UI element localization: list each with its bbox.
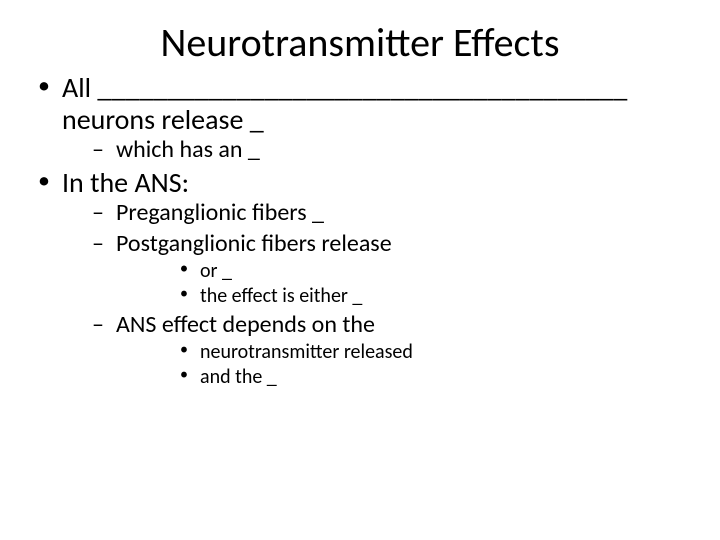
slide-title: Neurotransmitter Effects: [0, 18, 720, 67]
bullet-text: neurons release _: [62, 102, 264, 137]
bullet-text: and the _: [200, 365, 277, 389]
bullet-text: Preganglionic fibers _: [116, 198, 324, 227]
slide-body: All ____________________________________…: [36, 72, 690, 392]
bullet-list-lvl3: or _ the effect is either _: [116, 259, 690, 309]
bullet-and-the: and the _: [116, 365, 690, 390]
bullet-text: Postganglionic fibers release: [116, 229, 392, 258]
bullet-list-lvl2: Preganglionic fibers _ Postganglionic fi…: [62, 199, 690, 389]
bullet-in-ans: In the ANS: Preganglionic fibers _ Postg…: [36, 167, 690, 390]
bullet-all-neurons: All ____________________________________…: [36, 72, 690, 165]
bullet-or: or _: [116, 259, 690, 284]
bullet-text: In the ANS:: [62, 165, 189, 200]
bullet-text: neurotransmitter released: [200, 340, 413, 364]
bullet-text: which has an _: [116, 135, 260, 164]
bullet-text: or _: [200, 259, 232, 283]
bullet-neurotransmitter-released: neurotransmitter released: [116, 340, 690, 365]
bullet-list-lvl2: which has an _: [62, 136, 690, 165]
bullet-text: ANS effect depends on the: [116, 310, 375, 339]
bullet-preganglionic: Preganglionic fibers _: [62, 199, 690, 228]
bullet-text: the effect is either _: [200, 284, 362, 308]
bullet-list-lvl3: neurotransmitter released and the _: [116, 340, 690, 390]
slide: Neurotransmitter Effects All ___________…: [0, 0, 720, 540]
bullet-list-lvl1: All ____________________________________…: [36, 72, 690, 390]
bullet-postganglionic: Postganglionic fibers release or _ the e…: [62, 230, 690, 309]
bullet-ans-effect: ANS effect depends on the neurotransmitt…: [62, 311, 690, 390]
bullet-effect-either: the effect is either _: [116, 284, 690, 309]
bullet-which-has: which has an _: [62, 136, 690, 165]
bullet-text: All ____________________________________…: [62, 70, 627, 105]
